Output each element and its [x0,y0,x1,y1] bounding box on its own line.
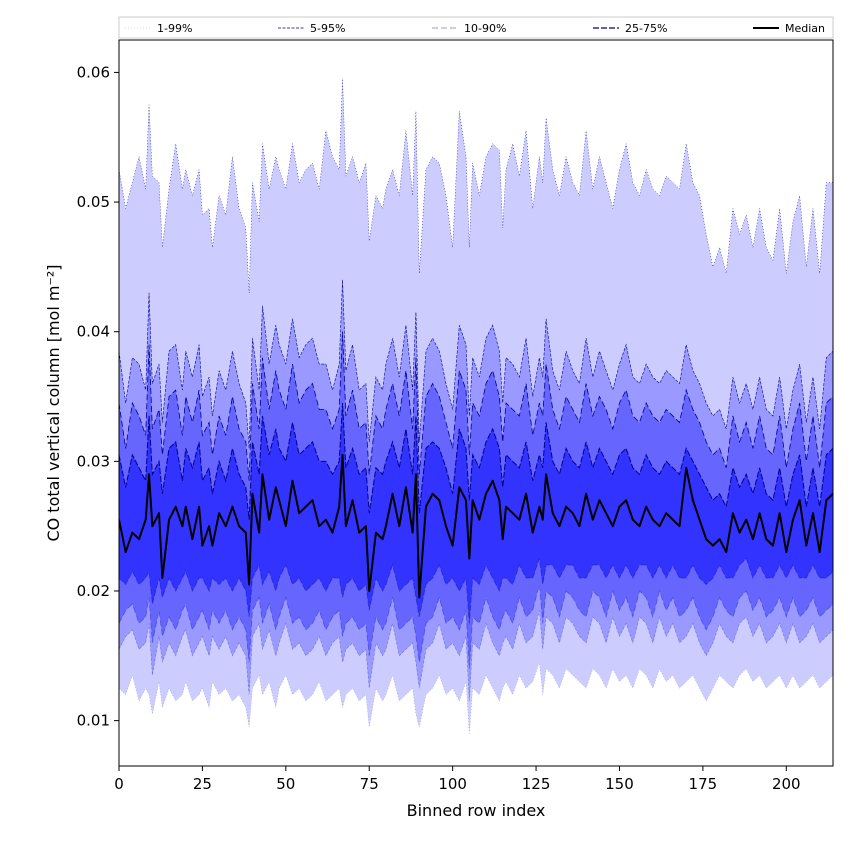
legend-label: 25-75% [625,22,667,35]
legend-box [118,16,834,39]
y-axis-label: CO total vertical column [mol m⁻²] [44,264,63,541]
band-25-75%-upper-line [119,402,833,520]
legend-label: 1-99% [157,22,192,35]
legend-item-Median: Median [753,22,825,35]
y-tick-label: 0.03 [77,452,110,470]
band-5-95%-upper-line [119,279,833,449]
band-25-75%-lower-line [119,557,833,624]
legend-item-10-90%: 10-90% [432,22,506,35]
x-tick-label: 0 [114,775,124,793]
x-tick-label: 200 [772,775,801,793]
y-tick-label: 0.06 [77,63,110,81]
legend: 1-99% 5-95% 10-90% 25-75% Median [118,16,834,39]
legend-label: 10-90% [464,22,506,35]
x-tick-label: 175 [689,775,718,793]
x-axis-label: Binned row index [407,801,546,820]
band-10-90%-upper-line [119,331,833,481]
axis-ticks: 0 25 50 75 100 125 150 175 200 0.01 0.02 0.03 0.04 0.… [77,63,801,793]
y-tick-label: 0.02 [77,582,110,600]
band-10-90%-lower-line [119,584,833,669]
plot-area [119,78,833,734]
median-line [119,453,833,599]
x-tick-label: 75 [360,775,379,793]
legend-item-25-75%: 25-75% [593,22,667,35]
y-tick-label: 0.05 [77,193,110,211]
x-tick-label: 125 [522,775,551,793]
legend-item-5-95%: 5-95% [278,22,345,35]
y-tick-label: 0.01 [77,712,110,730]
y-tick-label: 0.04 [77,323,110,341]
legend-label: 5-95% [310,22,345,35]
x-tick-label: 25 [193,775,212,793]
legend-item-1-99%: 1-99% [125,22,192,35]
legend-label: Median [785,22,825,35]
band-5-95%-lower-line [119,610,833,702]
x-tick-label: 150 [605,775,634,793]
x-tick-label: 100 [438,775,467,793]
plot-frame [118,39,834,767]
band-25-75%-fill [119,403,833,624]
x-tick-label: 50 [276,775,295,793]
